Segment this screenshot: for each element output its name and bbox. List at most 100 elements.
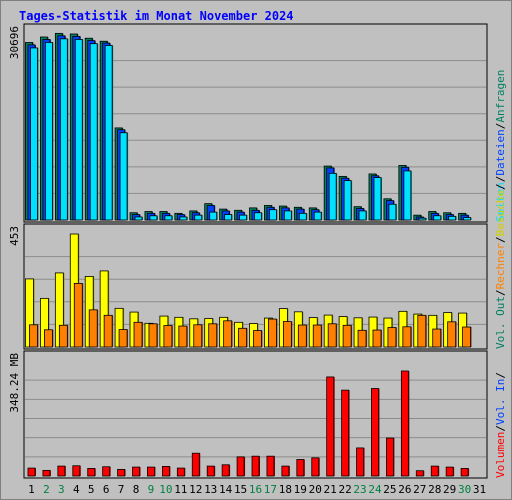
bar-volumen-day-13 [206,465,215,477]
bar-rechner-day-25 [387,327,397,348]
label-seiten: Seiten [494,182,507,222]
label-besuche: Besuche [494,190,507,236]
bar-seiten-day-9 [149,215,158,221]
panel-max-label: 453 [8,226,21,246]
bar-seiten-day-30 [463,217,471,221]
bar-volumen-day-23 [356,447,364,477]
x-tick-label: 27 [413,483,426,496]
x-tick-label: 30 [458,483,471,496]
x-tick-label: 12 [189,483,202,496]
bar-rechner-day-16 [253,330,262,348]
bar-rechner-day-14 [223,320,233,348]
x-tick-label: 8 [133,483,140,496]
bar-seiten-day-25 [388,203,397,221]
bar-rechner-day-12 [193,324,203,348]
bar-volumen-day-5 [87,468,96,477]
x-tick-label: 11 [174,483,187,496]
bar-seiten-day-7 [119,132,128,221]
label-vol-in: Vol. In [494,379,507,425]
x-tick-label: 17 [264,483,277,496]
bar-seiten-day-19 [298,212,307,221]
bar-seiten-day-17 [269,209,277,221]
panel-visits: 453 [8,223,488,350]
bar-seiten-day-16 [254,212,262,221]
x-tick-label: 4 [73,483,80,496]
label-sep: / [494,425,507,432]
x-tick-label: 20 [309,483,322,496]
bar-seiten-day-10 [164,215,173,221]
label-sep: / [494,183,507,190]
bar-volumen-day-6 [102,466,111,477]
label-rechner: Rechner [494,243,507,290]
label-sep: / [494,176,507,183]
bar-rechner-day-7 [118,329,128,348]
bar-seiten-day-12 [194,214,203,221]
bar-rechner-day-3 [58,324,68,348]
right-label-group: Vol. Out/Rechner/Besuche/ [494,183,507,349]
bar-rechner-day-6 [103,314,113,348]
bar-rechner-day-19 [297,324,307,348]
bar-rechner-day-22 [342,324,352,348]
bar-rechner-day-8 [133,321,143,348]
bar-volumen-day-30 [460,468,469,477]
bar-volumen-day-11 [176,467,185,477]
bar-seiten-day-29 [448,215,457,221]
bar-volumen-day-8 [132,466,140,477]
bar-seiten-day-4 [74,39,83,221]
bar-rechner-day-29 [447,321,457,348]
x-tick-label: 14 [219,483,233,496]
panel-hits: 30696 [8,23,488,223]
bar-volumen-day-14 [221,464,230,477]
bar-volumen-day-24 [371,388,379,477]
bar-volumen-day-29 [445,466,454,477]
bar-rechner-day-21 [327,323,337,348]
bar-seiten-day-14 [224,214,233,221]
x-tick-label: 7 [118,483,125,496]
bar-rechner-day-18 [282,321,292,348]
x-tick-label: 18 [279,483,292,496]
bar-seiten-day-13 [209,211,218,221]
x-tick-label: 10 [159,483,172,496]
bar-seiten-day-28 [433,215,442,221]
bar-volumen-day-12 [191,452,200,477]
label-sep: / [494,236,507,243]
bar-volumen-day-18 [281,465,290,477]
bar-volumen-day-1 [27,467,36,477]
bar-volumen-day-16 [251,455,260,477]
x-tick-label: 5 [88,483,95,496]
bar-rechner-day-28 [432,328,442,348]
bar-seiten-day-3 [59,38,68,221]
bar-volumen-day-17 [266,455,275,477]
bar-volumen-day-20 [311,457,320,477]
x-tick-label: 15 [234,483,247,496]
bar-seiten-day-5 [89,43,98,221]
label-anfragen: Anfragen [494,70,507,123]
bar-rechner-day-26 [402,326,412,348]
bar-rechner-day-13 [208,323,218,348]
bar-seiten-day-15 [239,214,247,221]
label-sep: / [494,372,507,379]
bar-seiten-day-24 [373,177,382,221]
label-vol-out: Vol. Out [494,296,507,349]
x-tick-label: 16 [249,483,262,496]
bar-rechner-day-11 [178,325,188,348]
x-tick-label: 26 [398,483,411,496]
bar-volumen-day-28 [430,465,439,477]
bar-volumen-day-21 [326,376,335,477]
bar-volumen-day-19 [296,459,305,477]
bar-volumen-day-4 [72,465,81,477]
bar-seiten-day-6 [104,45,113,221]
bar-seiten-day-26 [403,170,412,221]
bar-rechner-day-17 [268,318,277,348]
bar-volumen-day-3 [57,465,66,477]
bar-rechner-day-20 [312,324,322,348]
right-label-group: Volumen/Vol. In/ [494,372,507,478]
bar-rechner-day-24 [372,329,382,348]
x-tick-label: 31 [473,483,486,496]
x-axis-day-labels: 1 2 3 4 5 6 7 8 9 10 11 12 13 14 15 16 17 18 19 20 21 22 23 24 2… [28,483,486,496]
bar-volumen-day-26 [400,370,409,477]
bar-seiten-day-20 [313,211,322,221]
x-tick-label: 23 [353,483,366,496]
